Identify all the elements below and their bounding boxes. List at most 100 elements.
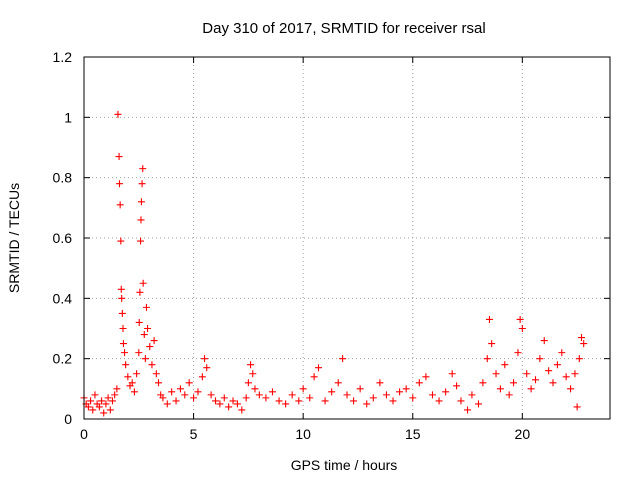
data-point bbox=[116, 201, 124, 209]
data-point bbox=[558, 349, 566, 357]
data-point bbox=[282, 400, 290, 408]
data-point bbox=[453, 382, 461, 390]
data-point bbox=[488, 340, 496, 348]
data-point bbox=[505, 391, 513, 399]
data-point bbox=[428, 391, 436, 399]
data-point bbox=[106, 406, 114, 414]
data-point bbox=[492, 370, 500, 378]
data-point bbox=[485, 315, 493, 323]
data-point bbox=[89, 406, 97, 414]
data-point bbox=[201, 355, 209, 363]
y-tick-label: 1.2 bbox=[53, 49, 73, 65]
data-point bbox=[475, 400, 482, 408]
data-point bbox=[567, 385, 575, 393]
data-point bbox=[139, 279, 147, 287]
data-point bbox=[334, 379, 342, 387]
data-point bbox=[356, 385, 364, 393]
data-point bbox=[122, 361, 130, 369]
data-point bbox=[124, 373, 132, 381]
y-tick-label: 0.6 bbox=[53, 230, 73, 246]
data-point bbox=[262, 394, 270, 402]
data-point bbox=[220, 394, 228, 402]
data-point bbox=[510, 379, 518, 387]
data-point bbox=[102, 400, 110, 408]
data-point bbox=[501, 361, 509, 369]
data-point bbox=[194, 388, 202, 396]
data-point bbox=[409, 394, 417, 402]
data-point bbox=[247, 361, 255, 369]
data-point bbox=[136, 288, 144, 296]
data-point bbox=[137, 237, 145, 245]
data-point bbox=[531, 376, 539, 384]
data-point bbox=[137, 216, 145, 224]
data-point bbox=[229, 397, 237, 405]
data-point bbox=[141, 355, 149, 363]
data-point bbox=[321, 397, 329, 405]
data-point bbox=[98, 397, 106, 405]
x-tick-label: 0 bbox=[80, 426, 88, 442]
data-point bbox=[139, 165, 147, 173]
data-point bbox=[114, 110, 122, 118]
data-point bbox=[130, 388, 138, 396]
data-point bbox=[295, 397, 303, 405]
data-point bbox=[185, 379, 193, 387]
data-point bbox=[251, 385, 259, 393]
y-tick-label: 0.2 bbox=[53, 351, 73, 367]
ticks: 0 5 10 15 20 0 0.2 0.4 0.6 0.8 1 1.2 bbox=[53, 49, 610, 442]
data-point bbox=[190, 394, 198, 402]
data-point bbox=[144, 325, 152, 332]
data-point bbox=[468, 391, 476, 399]
data-point bbox=[148, 361, 156, 369]
data-point bbox=[138, 180, 146, 188]
data-point bbox=[181, 391, 189, 399]
y-tick-label: 0.4 bbox=[53, 290, 73, 306]
data-point bbox=[176, 385, 184, 393]
data-point bbox=[133, 370, 141, 378]
data-point bbox=[108, 397, 116, 405]
data-point bbox=[142, 303, 150, 311]
data-point bbox=[116, 180, 124, 188]
data-point bbox=[382, 391, 390, 399]
data-point bbox=[207, 391, 215, 399]
data-point bbox=[578, 334, 586, 342]
data-point bbox=[198, 373, 206, 381]
data-point bbox=[104, 394, 112, 402]
data-point bbox=[168, 388, 176, 396]
data-point bbox=[172, 397, 180, 405]
data-point bbox=[299, 385, 307, 393]
data-point bbox=[117, 237, 125, 245]
data-point bbox=[268, 388, 276, 396]
data-point bbox=[339, 355, 347, 363]
data-point bbox=[100, 409, 108, 417]
data-point bbox=[84, 403, 92, 411]
data-point bbox=[402, 385, 410, 393]
x-tick-label: 15 bbox=[405, 426, 421, 442]
data-point bbox=[137, 198, 145, 206]
grid bbox=[84, 57, 610, 419]
data-point bbox=[163, 400, 171, 408]
data-point bbox=[115, 153, 123, 161]
data-point bbox=[135, 349, 143, 357]
data-point bbox=[396, 388, 404, 396]
data-point bbox=[514, 349, 522, 357]
data-point bbox=[216, 400, 224, 408]
data-point bbox=[225, 403, 233, 411]
data-point bbox=[95, 403, 103, 411]
data-point bbox=[238, 406, 246, 414]
data-point bbox=[233, 400, 241, 408]
y-tick-label: 1 bbox=[64, 109, 72, 125]
data-point bbox=[442, 388, 450, 396]
data-point bbox=[389, 397, 397, 405]
x-axis-label: GPS time / hours bbox=[291, 457, 398, 473]
data-point bbox=[87, 397, 95, 405]
data-point bbox=[562, 373, 570, 381]
data-point bbox=[496, 385, 504, 393]
data-point bbox=[415, 379, 423, 387]
data-point bbox=[91, 391, 99, 399]
data-point bbox=[545, 367, 553, 375]
data-point bbox=[152, 370, 160, 378]
data-point bbox=[140, 331, 148, 339]
x-tick-label: 5 bbox=[190, 426, 198, 442]
data-point bbox=[146, 343, 154, 351]
data-point bbox=[369, 394, 377, 402]
